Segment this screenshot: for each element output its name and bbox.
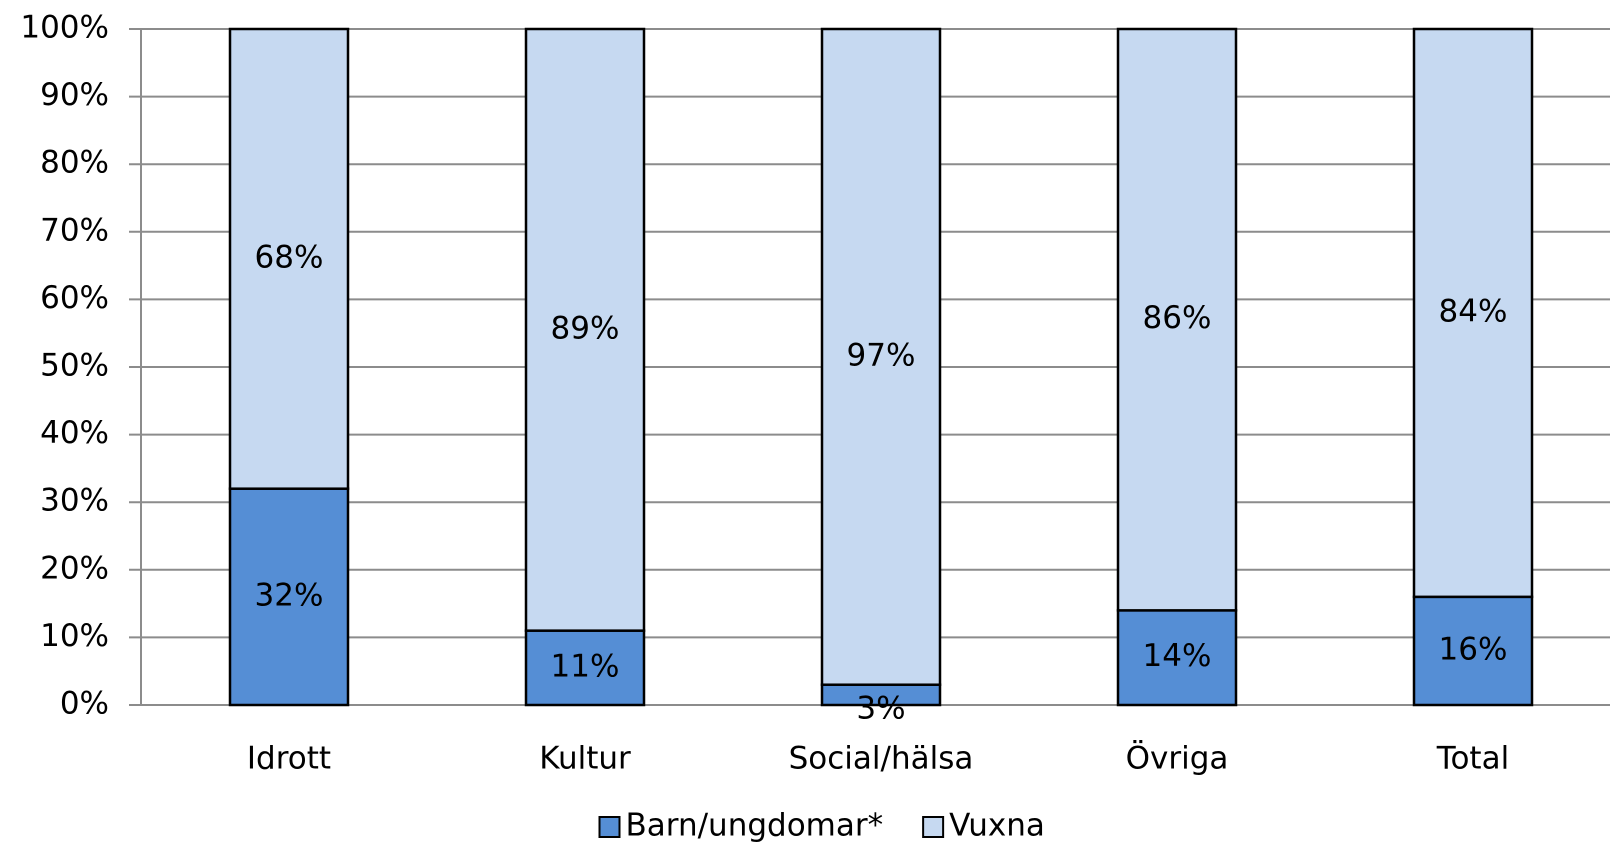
legend-label: Barn/ungdomar* [626,808,884,844]
data-label: 84% [1439,293,1508,329]
y-tick-label: 40% [40,415,109,451]
legend-swatch [598,816,621,838]
x-tick-label: Idrott [247,741,331,777]
data-label: 97% [847,337,916,373]
y-tick-label: 50% [40,348,109,384]
bar-segment [820,27,942,686]
bar-segment [228,27,350,490]
x-tick-label: Övriga [1126,740,1229,777]
x-tick-label: Total [1436,741,1509,777]
legend-swatch [922,816,945,838]
y-tick-label: 0% [60,686,109,722]
data-label: 3% [856,690,905,726]
y-tick-label: 90% [40,77,109,113]
data-label: 68% [255,239,324,275]
y-tick-label: 20% [40,550,109,586]
bar-segment [1412,595,1534,707]
bar-segment [1116,27,1238,612]
bar-segment [1116,609,1238,707]
y-tick-label: 60% [40,280,109,316]
x-tick-label: Kultur [539,741,631,777]
data-label: 86% [1143,300,1212,336]
x-tick-label: Social/hälsa [789,741,974,777]
y-tick-label: 10% [40,618,109,654]
legend-label: Vuxna [949,808,1045,844]
y-tick-label: 80% [40,145,109,181]
bar-segment [524,27,646,632]
y-tick-label: 30% [40,483,109,519]
data-label: 32% [255,577,324,613]
y-tick-label: 100% [20,10,109,46]
data-label: 89% [551,310,620,346]
bar-segment [1412,27,1534,599]
bar-segment [228,487,350,707]
data-label: 11% [551,648,620,684]
data-label: 16% [1439,631,1508,667]
y-tick-label: 70% [40,212,109,248]
data-label: 14% [1143,638,1212,674]
